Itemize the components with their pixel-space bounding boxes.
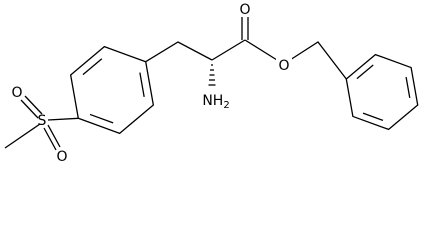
atom-label: O: [278, 58, 289, 74]
double-bond: [356, 64, 374, 80]
double-bond: [89, 113, 114, 124]
atom-label: NH2: [202, 93, 229, 111]
bond: [211, 39, 246, 61]
double-bond: [405, 76, 411, 99]
hashed-wedge: [208, 64, 216, 86]
bonds: [4, 17, 419, 151]
bond: [244, 39, 278, 61]
bond: [47, 124, 61, 148]
bond: [47, 117, 79, 121]
ring: [69, 45, 155, 135]
bond: [289, 41, 347, 80]
bond: [20, 99, 39, 119]
atom-label: O: [11, 85, 22, 101]
structure: O O NH2 S O O: [4, 2, 419, 165]
atom-label: O: [56, 149, 67, 165]
atom-label: S: [38, 113, 47, 129]
bond: [145, 41, 213, 63]
bond: [4, 123, 41, 149]
page: O O NH2 S O O (() => { const data = JSON…: [4, 2, 419, 165]
atom-label: O: [239, 2, 250, 18]
ring: [345, 53, 419, 131]
atom-subscript: 2: [223, 100, 229, 111]
double-bond: [139, 72, 145, 97]
bond: [24, 95, 43, 115]
double-bond: [82, 58, 103, 76]
bond: [43, 127, 57, 151]
atom-label: NH: [202, 93, 223, 109]
double-bond: [362, 112, 384, 121]
